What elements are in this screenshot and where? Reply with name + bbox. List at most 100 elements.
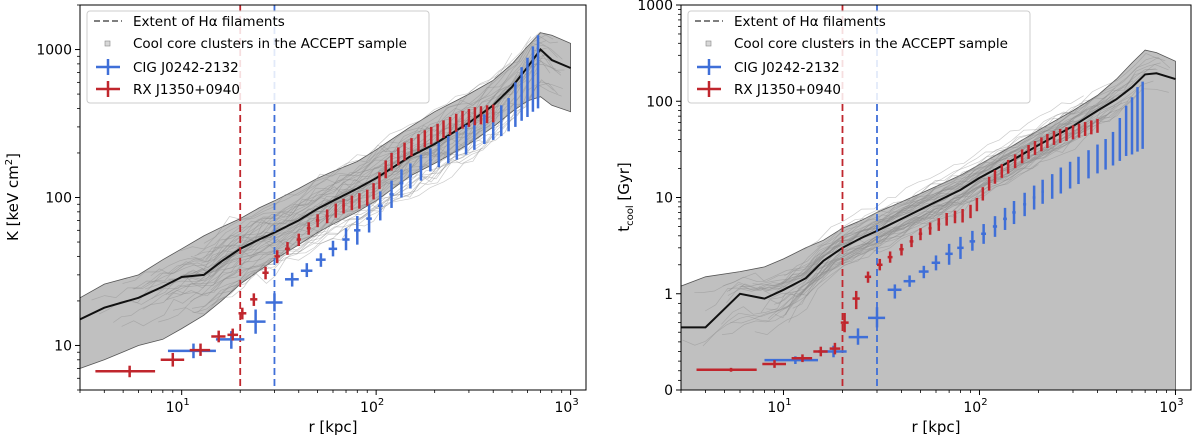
y-tick-label: 1000: [36, 43, 72, 59]
series-0: [167, 35, 540, 359]
data-point: [1077, 156, 1080, 185]
x-tick-label: 101: [767, 397, 791, 416]
data-point: [189, 343, 211, 356]
right-y-axis-label: tcool [Gyr]: [615, 162, 636, 232]
data-point: [514, 82, 517, 127]
sample-profile-line: [765, 125, 1090, 311]
data-point: [403, 142, 406, 161]
data-point: [1013, 154, 1017, 169]
right-x-axis-label: r [kpc]: [911, 418, 960, 436]
data-point: [1087, 150, 1090, 179]
legend-cool-core-swatch-r: [705, 40, 712, 47]
data-point: [274, 250, 280, 264]
data-point: [1111, 131, 1115, 166]
legend-cool-core-label-r: Cool core clusters in the ACCEPT sample: [734, 36, 1008, 52]
x-tick-base: 10: [166, 400, 184, 416]
data-point: [526, 57, 529, 117]
sample-profile-line: [727, 122, 1073, 296]
data-point: [1000, 164, 1004, 178]
data-point: [1058, 128, 1062, 143]
data-point: [473, 107, 477, 126]
right-y-label-sub: cool: [625, 205, 636, 226]
data-point: [961, 208, 964, 223]
data-point: [848, 328, 869, 345]
data-point: [1046, 134, 1049, 148]
data-point: [408, 163, 413, 189]
x-tick-base: 10: [555, 400, 573, 416]
sample-profile-line: [146, 50, 544, 285]
sample-profile-line: [721, 95, 1132, 325]
sample-profile-line: [807, 95, 1108, 266]
sample-profile-line: [208, 134, 501, 304]
data-point: [928, 222, 932, 235]
data-point: [436, 123, 439, 142]
y-tick-label: 1000: [637, 0, 673, 14]
sample-profile-line: [760, 126, 1076, 313]
data-point: [429, 148, 432, 172]
sample-profile-line: [740, 69, 1158, 291]
legend-cool-core-label: Cool core clusters in the ACCEPT sample: [133, 36, 407, 52]
sample-profile-line: [804, 95, 1084, 250]
data-point: [909, 235, 914, 248]
data-point: [1041, 179, 1044, 204]
sample-profile-line: [774, 109, 1118, 319]
legend-cig-label-r: CIG J0242-2132: [734, 60, 840, 76]
sample-profile-line: [754, 164, 1039, 335]
y-tick-label: 100: [45, 191, 72, 207]
left-y-axis-label: K [keV cm2]: [4, 153, 22, 241]
legend-cool-core-swatch: [104, 40, 111, 47]
data-point: [536, 35, 540, 109]
sample-profile-line: [121, 101, 524, 327]
data-point: [1118, 117, 1122, 161]
data-point: [377, 191, 383, 221]
sample-profile-line: [806, 111, 1112, 284]
x-tick-exp: 3: [572, 397, 578, 408]
sample-profile-line: [780, 110, 1088, 284]
sample-profile-line: [764, 68, 1156, 292]
series-1: [696, 118, 1099, 372]
series-1: [95, 104, 495, 378]
data-point: [507, 98, 510, 132]
left-legend-box: [86, 10, 430, 104]
x-tick-label: 101: [166, 397, 190, 416]
data-point: [95, 365, 156, 378]
sample-profile-line: [211, 47, 558, 270]
data-point: [813, 346, 828, 357]
data-point: [417, 134, 420, 152]
data-point: [945, 243, 953, 265]
sample-profile-line: [197, 31, 554, 255]
data-point: [366, 204, 372, 233]
data-point: [238, 307, 247, 320]
data-point: [262, 266, 269, 280]
legend-rxj-label-r: RX J1350+0940: [734, 82, 841, 98]
data-point: [1032, 185, 1036, 210]
sample-profile-line: [99, 71, 528, 315]
left-legend: Extent of Hα filaments Cool core cluster…: [86, 10, 430, 104]
sample-profile-line: [788, 130, 1093, 323]
data-point: [334, 203, 338, 218]
sample-profile-line: [730, 149, 1051, 324]
data-point: [931, 255, 941, 271]
left-x-axis-label: r [kpc]: [308, 418, 357, 436]
data-point: [969, 204, 972, 219]
sample-profile-line: [782, 129, 1084, 309]
data-point: [454, 113, 458, 132]
data-point: [1020, 149, 1024, 164]
data-point: [306, 222, 311, 235]
data-point: [1040, 137, 1043, 152]
data-point: [1141, 81, 1144, 149]
data-point: [829, 342, 841, 355]
sample-profile-line: [205, 34, 558, 260]
sample-profile-line: [726, 122, 1061, 304]
data-point: [957, 236, 964, 259]
sample-profile-line: [802, 135, 1084, 296]
data-point: [1023, 192, 1027, 217]
data-point: [160, 352, 185, 367]
sample-profile-line: [810, 56, 1166, 262]
data-point: [397, 147, 400, 166]
x-tick-exp: 1: [183, 397, 189, 408]
left-y-label-sup: 2: [4, 159, 15, 165]
legend-filament-label-r: Extent of Hα filaments: [734, 14, 886, 30]
sample-profile-line: [167, 59, 561, 296]
sample-profile-line: [201, 43, 546, 264]
